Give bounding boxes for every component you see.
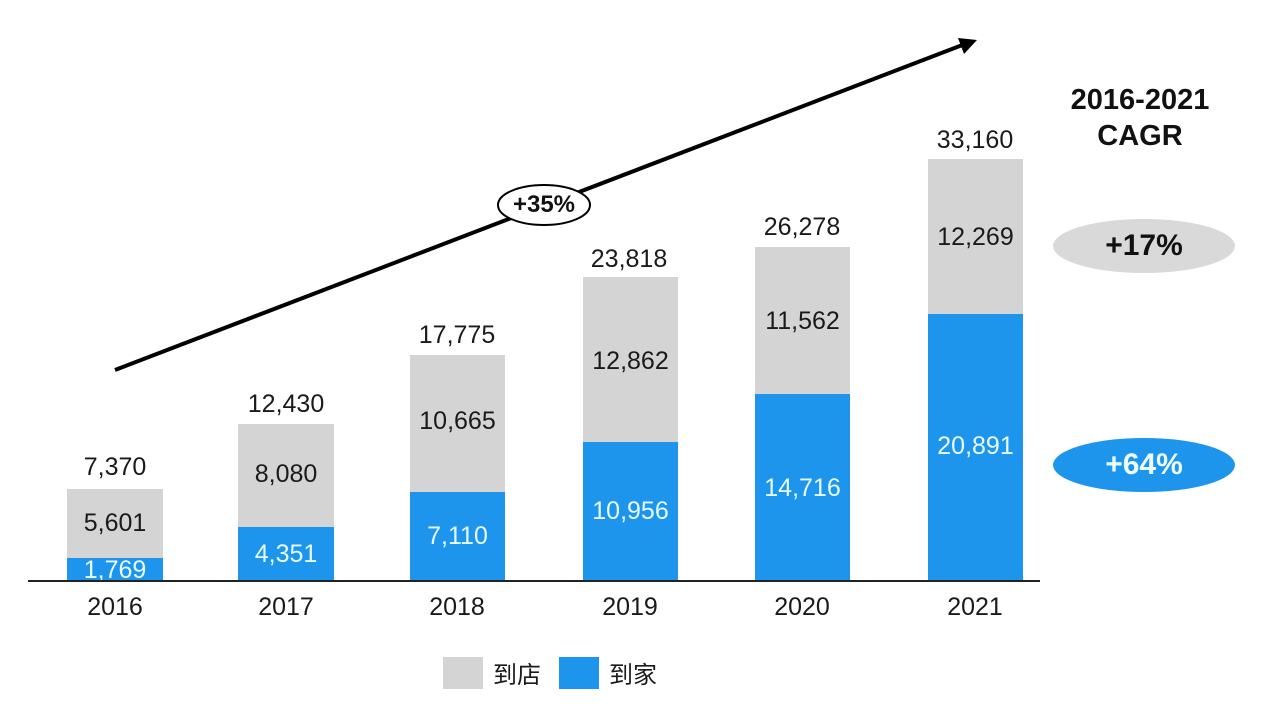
bar-total-label: 17,775 [418, 321, 496, 349]
segment-value-label: 4,351 [254, 540, 318, 568]
x-tick-label: 2018 [429, 593, 485, 621]
x-tick-label: 2019 [602, 593, 658, 621]
bar-segment-store: 12,862 [583, 277, 678, 442]
segment-value-label: 11,562 [765, 307, 840, 335]
segment-value-label: 1,769 [83, 556, 147, 584]
bar-total-label: 7,370 [83, 453, 147, 481]
cagr-home-badge: +64% [1053, 438, 1235, 492]
segment-value-label: 12,269 [937, 223, 1014, 251]
bar-segment-store: 10,665 [410, 355, 505, 492]
chart-legend: 到店 到家 [443, 655, 675, 690]
bar-total-label: 23,818 [590, 245, 668, 273]
cagr-title-label: CAGR [1097, 120, 1183, 152]
x-tick-label: 2016 [87, 593, 143, 621]
segment-value-label: 10,665 [419, 407, 496, 435]
bar-segment-home: 10,956 [583, 442, 678, 580]
bar-total-label: 33,160 [936, 126, 1014, 154]
segment-value-label: 7,110 [427, 522, 488, 550]
segment-value-label: 14,716 [764, 474, 841, 502]
segment-value-label: 8,080 [254, 460, 318, 488]
segment-value-label: 10,956 [592, 497, 669, 525]
legend-label-home: 到家 [609, 662, 657, 689]
cagr-title: 2016-2021 CAGR [1040, 82, 1240, 154]
bar-total-label: 12,430 [247, 390, 325, 418]
bar-segment-store: 5,601 [67, 489, 163, 560]
trend-growth-badge [497, 184, 591, 226]
segment-value-label: 20,891 [937, 432, 1014, 460]
bar-segment-home: 1,769 [67, 556, 163, 584]
legend-label-store: 到店 [493, 662, 541, 689]
x-tick-label: 2021 [947, 593, 1003, 621]
legend-swatch-store [443, 656, 483, 689]
bar-segment-store: 12,269 [928, 159, 1023, 314]
bar-segment-home: 4,351 [238, 527, 334, 580]
bar-segment-home: 14,716 [755, 394, 850, 580]
trend-growth-label: +35% [512, 191, 576, 218]
bar-segment-home: 20,891 [928, 314, 1023, 580]
bar-total-label: 26,278 [763, 213, 841, 241]
x-tick-label: 2020 [774, 593, 830, 621]
cagr-store-value: +17% [1105, 229, 1183, 262]
bar-segment-store: 8,080 [238, 424, 334, 527]
legend-item-home: 到家 [559, 655, 657, 690]
segment-value-label: 12,862 [592, 347, 669, 375]
x-axis-line [28, 580, 1040, 582]
cagr-title-period: 2016-2021 [1070, 84, 1210, 116]
legend-item-store: 到店 [443, 655, 541, 690]
legend-swatch-home [559, 656, 599, 689]
bar-segment-store: 11,562 [755, 247, 850, 394]
cagr-store-badge: +17% [1053, 219, 1235, 273]
x-tick-label: 2017 [258, 593, 314, 621]
cagr-home-value: +64% [1105, 448, 1183, 481]
segment-value-label: 5,601 [83, 509, 147, 537]
bar-segment-home: 7,110 [410, 492, 505, 580]
